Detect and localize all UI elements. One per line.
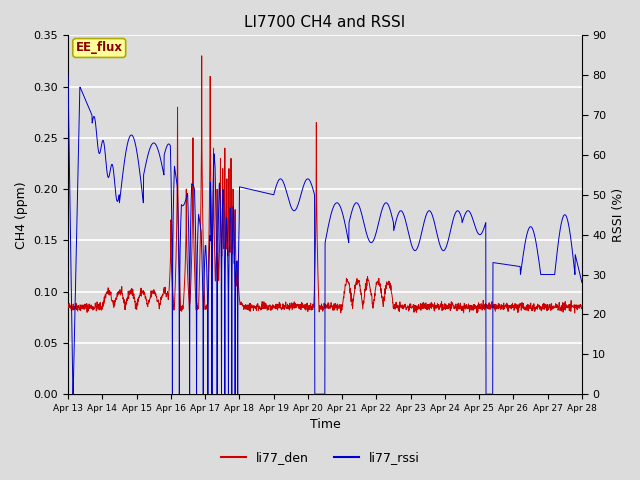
X-axis label: Time: Time <box>310 419 340 432</box>
Y-axis label: CH4 (ppm): CH4 (ppm) <box>15 181 28 249</box>
Y-axis label: RSSI (%): RSSI (%) <box>612 188 625 242</box>
Title: LI7700 CH4 and RSSI: LI7700 CH4 and RSSI <box>244 15 406 30</box>
Text: EE_flux: EE_flux <box>76 41 123 54</box>
Legend: li77_den, li77_rssi: li77_den, li77_rssi <box>216 446 424 469</box>
